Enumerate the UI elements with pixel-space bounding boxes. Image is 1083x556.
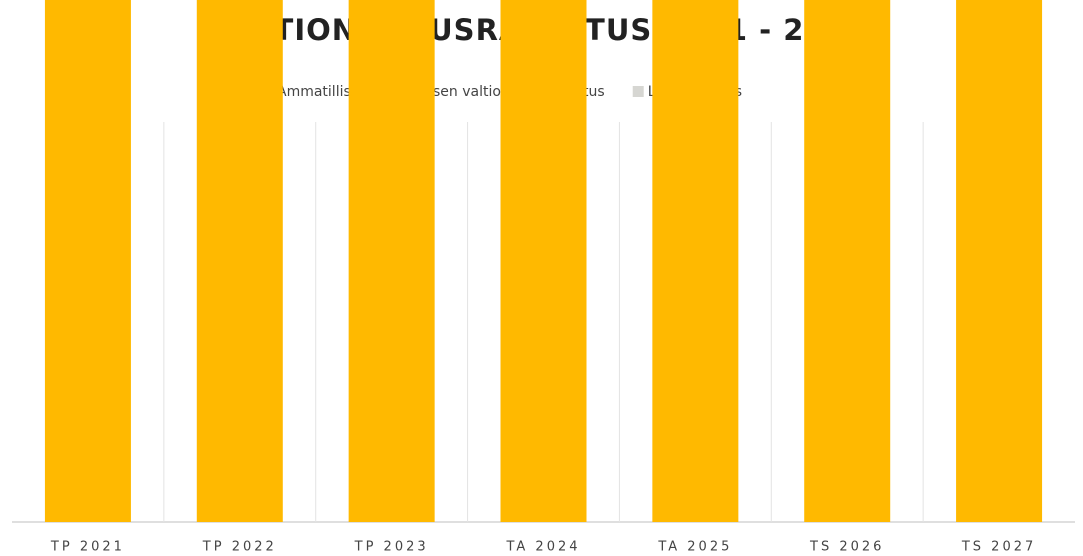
bar-segment [500, 0, 587, 522]
x-tick-label: TP 2021 [50, 540, 125, 555]
x-tick-label: TS 2027 [961, 540, 1036, 555]
bar-segment [348, 0, 435, 522]
bar-segment [652, 0, 739, 522]
x-tick-label: TA 2025 [657, 540, 732, 555]
x-tick-label: TA 2024 [505, 540, 580, 555]
x-tick-label: TP 2023 [354, 540, 429, 555]
x-tick-label: TS 2026 [809, 540, 884, 555]
bar-segment [804, 0, 891, 522]
bar-segment [956, 0, 1043, 522]
bar-segment [44, 0, 131, 522]
x-tick-label: TP 2022 [202, 540, 277, 555]
bar-segment [196, 0, 283, 522]
legend-swatch [632, 86, 644, 97]
